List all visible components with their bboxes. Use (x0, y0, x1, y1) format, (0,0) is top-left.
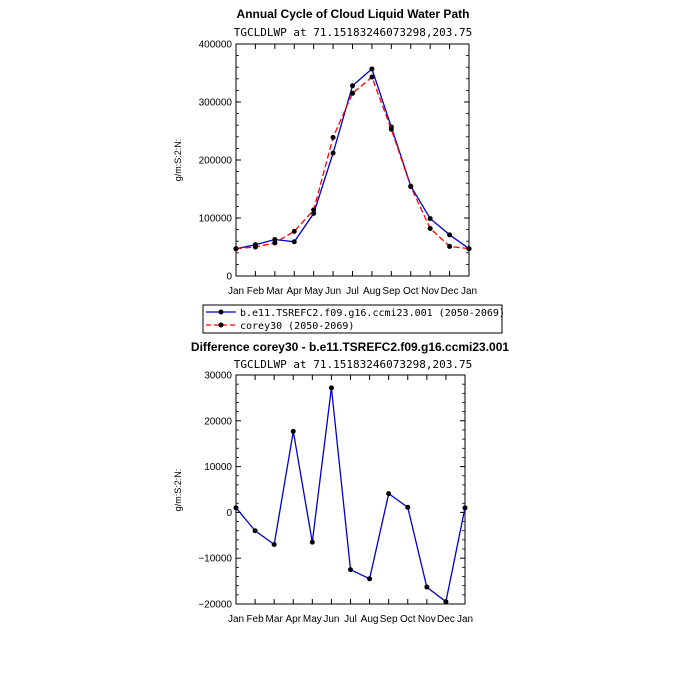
data-point (330, 134, 336, 140)
x-tick-label: Feb (247, 286, 265, 297)
chart-subtitle: TGCLDLWP at 71.15183246073298,203.75 (234, 358, 472, 371)
x-tick-label: Sep (380, 614, 398, 625)
chart-title: Annual Cycle of Cloud Liquid Water Path (237, 7, 470, 21)
data-point (311, 207, 317, 213)
data-point (367, 576, 373, 582)
x-tick-label: Jun (325, 286, 341, 297)
y-tick-label: 0 (226, 508, 232, 519)
data-point (408, 184, 414, 190)
x-tick-label: Aug (361, 614, 379, 625)
y-tick-label: −20000 (198, 600, 232, 611)
data-point (272, 240, 278, 246)
data-point (462, 505, 468, 511)
x-tick-label: May (303, 614, 322, 625)
data-point (447, 232, 453, 238)
data-point (233, 246, 239, 252)
data-point (443, 599, 449, 605)
x-tick-label: Oct (400, 614, 416, 625)
data-point (427, 225, 433, 231)
x-tick-label: Feb (246, 614, 264, 625)
y-tick-label: 30000 (204, 371, 232, 382)
data-point (424, 584, 430, 590)
x-tick-label: Jan (461, 286, 477, 297)
x-tick-label: Oct (403, 286, 419, 297)
x-tick-label: Jul (344, 614, 357, 625)
data-point (369, 66, 375, 72)
legend-label-series-2: corey30 (2050-2069) (240, 321, 354, 332)
data-point (348, 567, 353, 573)
data-point (311, 210, 317, 216)
data-point (328, 385, 334, 391)
y-axis-label: g/m:S:2:N: (173, 139, 183, 182)
data-point (252, 528, 258, 534)
data-point (290, 428, 296, 434)
y-tick-label: 400000 (199, 40, 233, 51)
data-point (350, 90, 355, 96)
data-point (386, 491, 392, 497)
y-axis-label: g/m:S:2:N: (173, 469, 183, 512)
annual-cycle-chart: Annual Cycle of Cloud Liquid Water Path … (173, 7, 505, 334)
x-tick-label: May (304, 286, 323, 297)
x-tick-label: Dec (437, 614, 455, 625)
chart-title: Difference corey30 - b.e11.TSREFC2.f09.g… (191, 340, 509, 354)
data-point (233, 505, 239, 511)
x-tick-label: Jul (346, 286, 359, 297)
y-tick-label: 200000 (199, 156, 233, 167)
data-point (271, 541, 277, 547)
difference-chart: Difference corey30 - b.e11.TSREFC2.f09.g… (173, 340, 509, 625)
y-tick-label: 10000 (204, 462, 232, 473)
x-tick-label: Mar (266, 614, 284, 625)
data-point (369, 74, 375, 80)
legend-marker-series-1 (218, 309, 224, 315)
data-point (350, 83, 355, 89)
y-tick-label: 0 (226, 272, 232, 283)
legend-label-series-1: b.e11.TSREFC2.f09.g16.ccmi23.001 (2050-2… (240, 308, 505, 319)
x-tick-label: Nov (421, 286, 439, 297)
data-point (252, 244, 258, 250)
x-tick-label: Nov (418, 614, 436, 625)
series-line-1 (235, 67, 470, 250)
x-tick-label: Mar (266, 286, 284, 297)
x-tick-label: Apr (286, 286, 302, 297)
y-tick-label: 100000 (199, 214, 233, 225)
data-point (309, 539, 315, 545)
data-point (466, 246, 472, 252)
data-point (405, 504, 411, 510)
y-tick-label: −10000 (198, 554, 232, 565)
data-point (291, 228, 297, 234)
legend-marker-series-2 (218, 322, 224, 328)
legend: b.e11.TSREFC2.f09.g16.ccmi23.001 (2050-2… (202, 304, 505, 334)
x-tick-label: Jan (228, 614, 244, 625)
y-tick-label: 300000 (199, 98, 233, 109)
chart-subtitle: TGCLDLWP at 71.15183246073298,203.75 (234, 26, 472, 39)
x-tick-label: Jan (457, 614, 473, 625)
data-point (388, 126, 394, 132)
x-tick-label: Jun (323, 614, 339, 625)
legend-box (202, 304, 503, 334)
data-point (330, 150, 336, 156)
x-tick-label: Jan (228, 286, 244, 297)
data-point (427, 216, 433, 222)
x-tick-label: Apr (285, 614, 301, 625)
data-point (447, 243, 453, 249)
x-tick-label: Aug (363, 286, 381, 297)
x-tick-label: Sep (382, 286, 400, 297)
y-tick-label: 20000 (204, 416, 232, 427)
data-point (272, 236, 278, 242)
series-line-2 (235, 76, 470, 250)
x-tick-label: Dec (441, 286, 459, 297)
data-point (291, 239, 297, 245)
